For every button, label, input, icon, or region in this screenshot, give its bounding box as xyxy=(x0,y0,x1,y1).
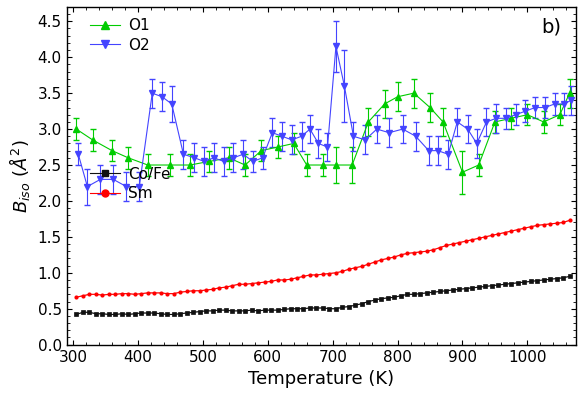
Y-axis label: $B_{iso}\ (\AA^2)$: $B_{iso}\ (\AA^2)$ xyxy=(7,139,32,213)
Text: b): b) xyxy=(541,17,561,36)
Legend: Co/Fe, Sm: Co/Fe, Sm xyxy=(90,167,170,201)
X-axis label: Temperature (K): Temperature (K) xyxy=(248,370,394,388)
